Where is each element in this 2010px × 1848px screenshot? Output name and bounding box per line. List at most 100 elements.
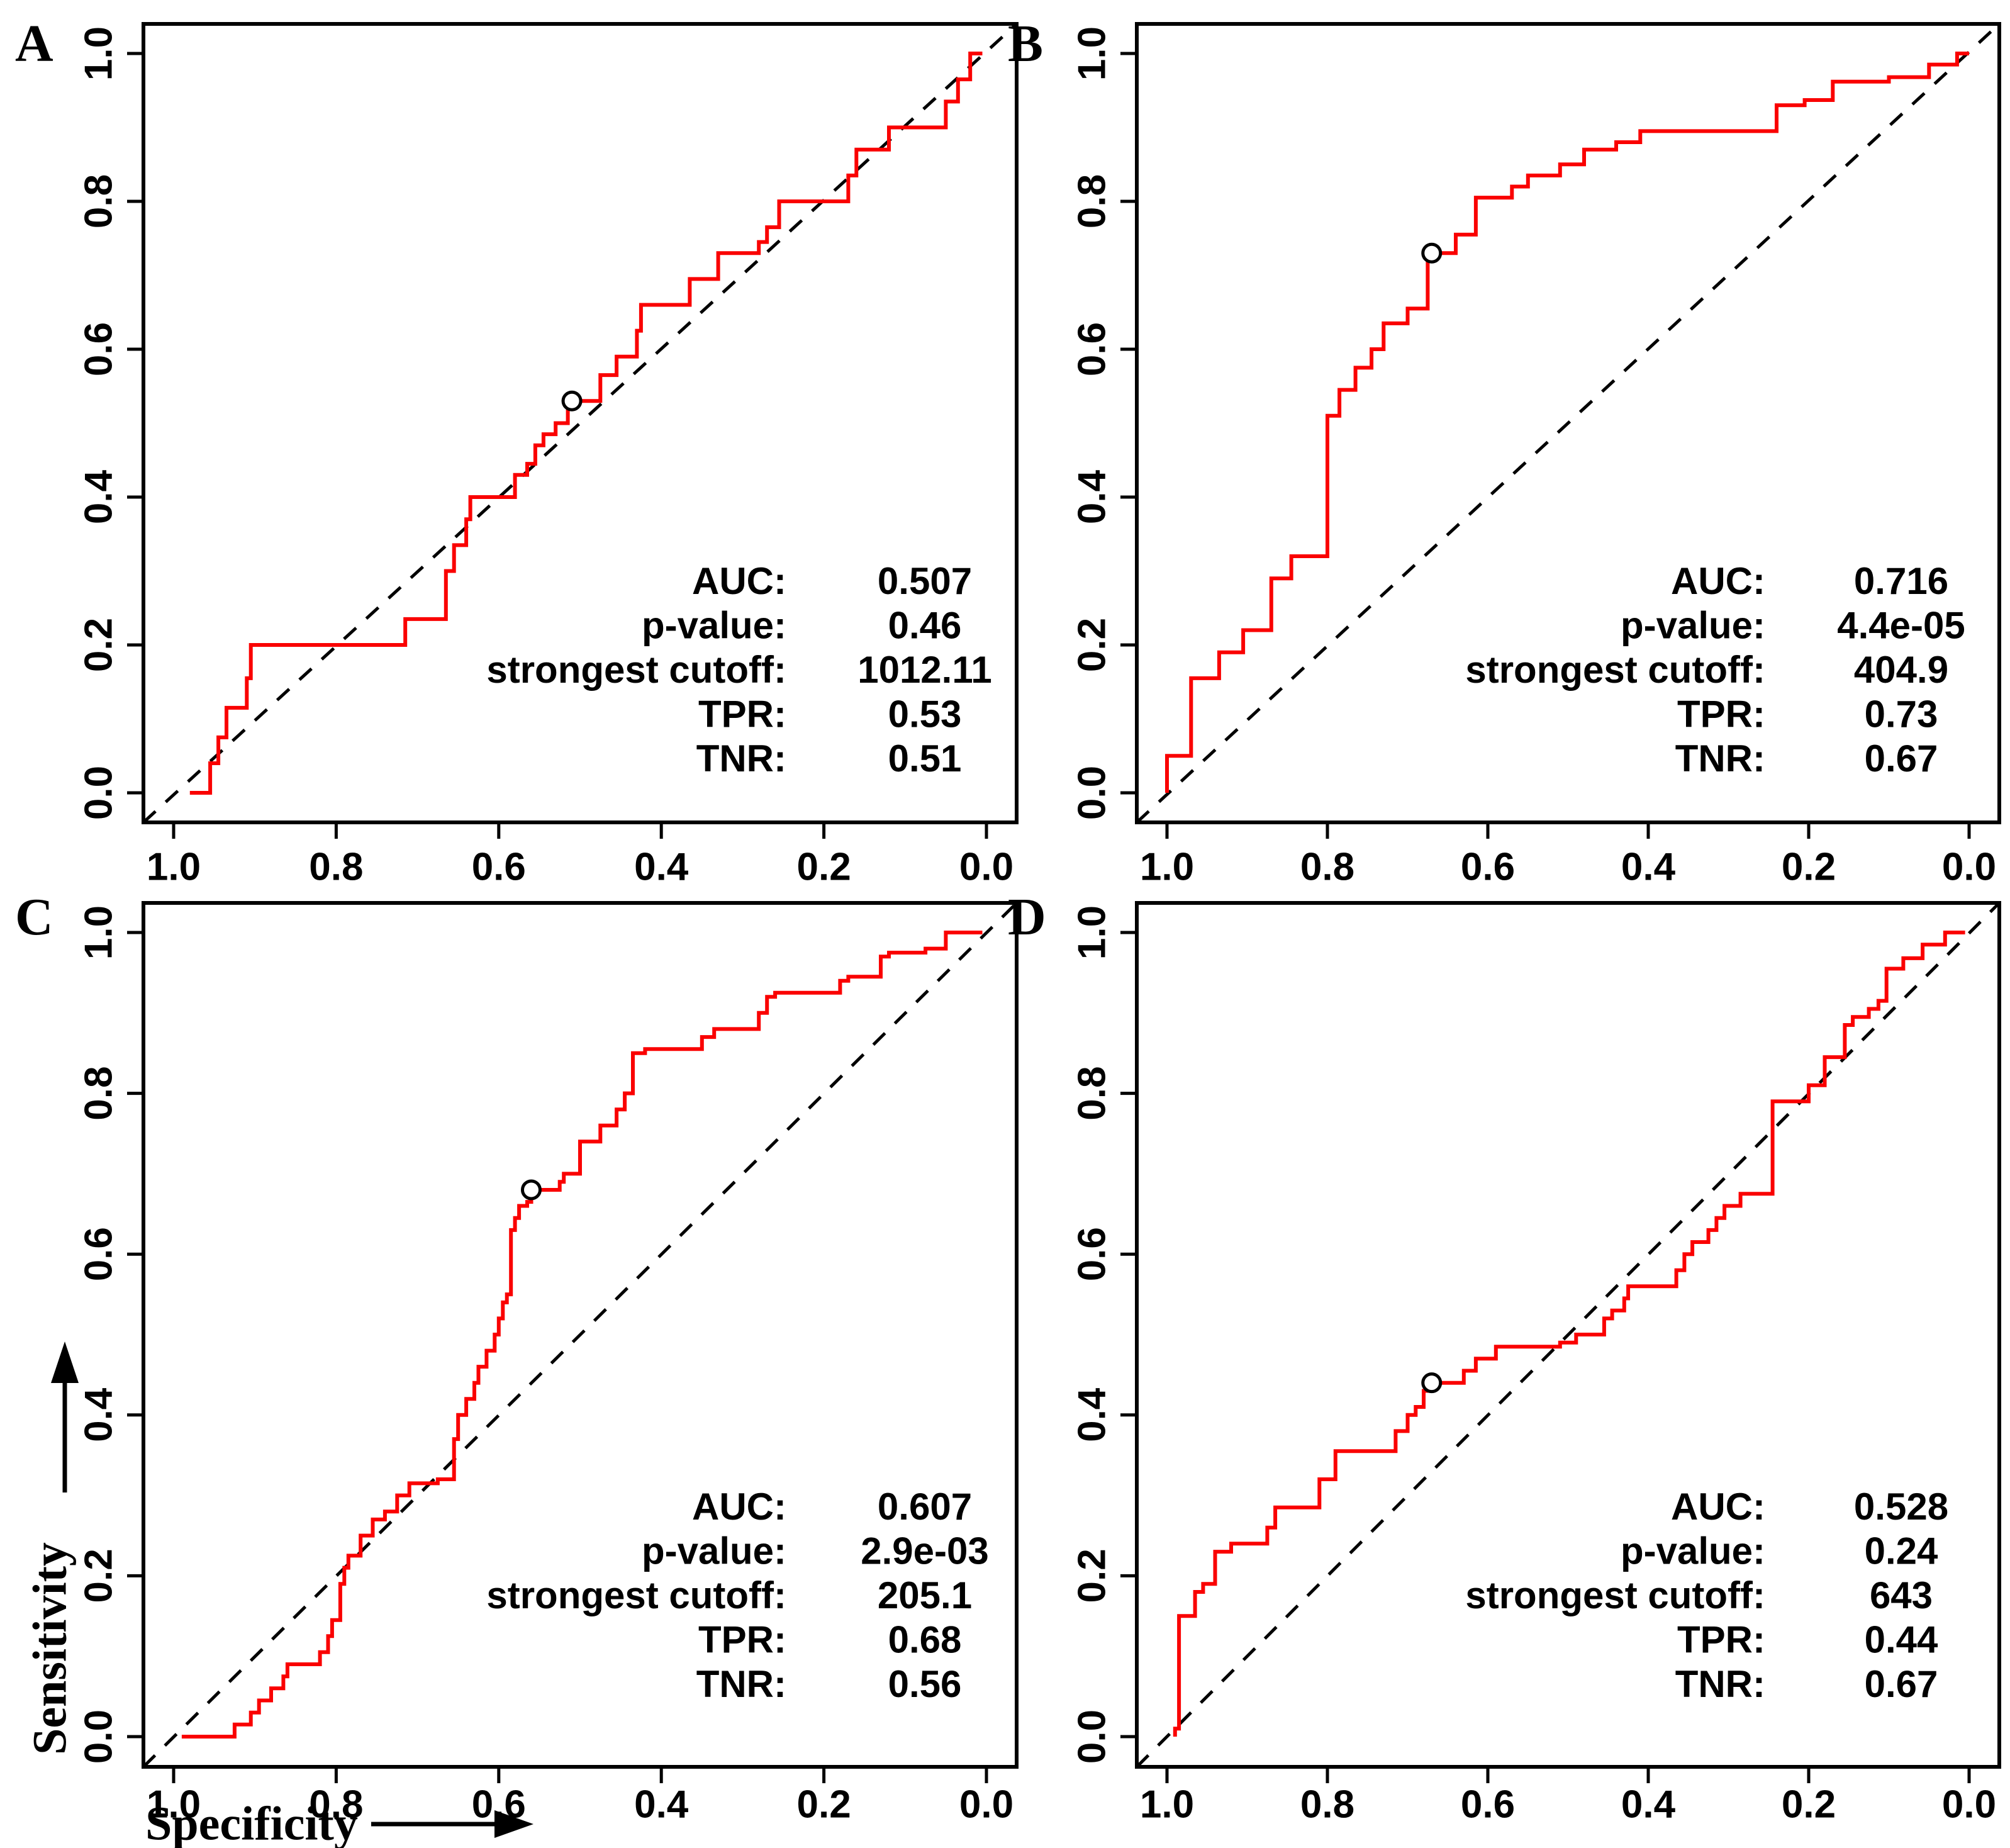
stat-label-C: TNR: bbox=[696, 1663, 786, 1705]
roc-curve-D bbox=[1173, 931, 1965, 1737]
panel-C: 1.0 0.8 0.6 0.4 0.2 0.00.00.20.40.60.81.0AUC:… bbox=[77, 901, 1019, 1827]
stat-label-B: AUC: bbox=[1671, 560, 1765, 602]
panel-B: 1.0 0.8 0.6 0.4 0.2 0.0 0.0 0.2 0.4 0.6 0.8 1.0 AUC:… bbox=[1071, 22, 2001, 889]
x-axis-label: Specificity bbox=[145, 1797, 358, 1848]
roc-curve-B bbox=[1165, 52, 1969, 793]
stat-value-C: 0.607 bbox=[878, 1486, 972, 1528]
y-tick-label: 0.6 bbox=[77, 1227, 121, 1281]
x-tick-label: 1.0 bbox=[147, 846, 201, 889]
x-tick-label: 0.2 bbox=[1782, 846, 1836, 889]
stat-label-C: p-value: bbox=[642, 1530, 786, 1572]
y-tick-label: 1.0 bbox=[77, 905, 121, 960]
x-tick-label: 0.2 bbox=[796, 1783, 851, 1827]
panel-letter-D: D bbox=[1008, 888, 1046, 946]
stat-value-D: 0.67 bbox=[1865, 1663, 1938, 1705]
y-tick-label: 0.2 bbox=[77, 1548, 121, 1603]
x-tick-label: 0.8 bbox=[309, 846, 363, 889]
stat-value-C: 0.56 bbox=[888, 1663, 962, 1705]
stat-label-A: AUC: bbox=[692, 560, 786, 602]
stat-value-C: 0.68 bbox=[888, 1619, 962, 1661]
stat-label-D: strongest cutoff: bbox=[1465, 1574, 1765, 1616]
cutoff-marker-D bbox=[1421, 1372, 1443, 1394]
x-tick-label: 0.6 bbox=[1461, 846, 1515, 889]
y-tick-label: 0.2 bbox=[77, 618, 121, 672]
x-tick-label: 0.0 bbox=[1942, 846, 1996, 889]
y-tick-label: 1.0 bbox=[1071, 905, 1114, 960]
plot-box-C bbox=[142, 901, 1019, 1769]
stat-label-A: p-value: bbox=[642, 605, 786, 647]
plot-box-A bbox=[142, 22, 1019, 824]
y-tick-label: 0.2 bbox=[1071, 618, 1114, 672]
panel-A: 1.0 0.8 0.6 0.4 0.2 0.0 0.0 0.2 0.4 0.6 0.8 1.0 AUC:… bbox=[77, 22, 1019, 889]
stat-label-B: p-value: bbox=[1621, 605, 1765, 647]
x-tick-label: 0.4 bbox=[634, 1783, 689, 1827]
stat-value-A: 0.46 bbox=[888, 605, 962, 647]
stat-label-B: TPR: bbox=[1677, 693, 1765, 736]
y-tick-label: 0.0 bbox=[1071, 1710, 1114, 1764]
y-tick-label: 0.4 bbox=[77, 469, 121, 524]
y-tick-label: 0.8 bbox=[1071, 174, 1114, 228]
stat-label-A: strongest cutoff: bbox=[486, 649, 786, 691]
stat-label-D: p-value: bbox=[1621, 1530, 1765, 1572]
cutoff-marker-B bbox=[1421, 242, 1443, 264]
x-tick-label: 0.0 bbox=[1942, 1783, 1996, 1827]
y-tick-label: 0.8 bbox=[77, 1066, 121, 1120]
y-tick-label: 1.0 bbox=[1071, 26, 1114, 81]
y-tick-label: 0.0 bbox=[1071, 766, 1114, 820]
x-tick-label: 0.2 bbox=[1782, 1783, 1836, 1827]
y-tick-label: 0.8 bbox=[77, 174, 121, 228]
y-tick-label: 0.0 bbox=[77, 766, 121, 820]
stat-value-A: 0.507 bbox=[878, 560, 972, 602]
stat-value-B: 4.4e-05 bbox=[1837, 605, 1965, 647]
x-tick-label: 1.0 bbox=[1140, 1783, 1194, 1827]
x-tick-label: 0.0 bbox=[959, 1783, 1013, 1827]
x-tick-label: 1.0 bbox=[1140, 846, 1194, 889]
x-tick-label: 0.2 bbox=[796, 846, 851, 889]
stat-value-A: 0.53 bbox=[888, 693, 962, 736]
stat-value-C: 2.9e-03 bbox=[861, 1530, 989, 1572]
y-tick-label: 0.4 bbox=[1071, 1387, 1114, 1442]
sensitivity-arrow-head-icon bbox=[51, 1341, 79, 1383]
plot-box-B bbox=[1135, 22, 2001, 824]
stat-label-D: TNR: bbox=[1675, 1663, 1765, 1705]
roc-curve-A bbox=[189, 52, 983, 795]
x-tick-label: 0.4 bbox=[634, 846, 689, 889]
stat-value-B: 404.9 bbox=[1854, 649, 1948, 691]
x-tick-label: 0.6 bbox=[472, 846, 526, 889]
x-tick-label: 0.4 bbox=[1621, 1783, 1676, 1827]
panel-letter-B: B bbox=[1008, 14, 1044, 73]
stat-value-B: 0.716 bbox=[1854, 560, 1948, 602]
stat-label-A: TPR: bbox=[698, 693, 786, 736]
cutoff-marker-C bbox=[520, 1179, 542, 1201]
diagonal-reference-B bbox=[1136, 23, 2001, 824]
y-tick-label: 0.2 bbox=[1071, 1548, 1114, 1603]
stat-value-C: 205.1 bbox=[878, 1574, 972, 1616]
y-tick-label: 0.4 bbox=[1071, 469, 1114, 524]
y-tick-label: 0.6 bbox=[77, 322, 121, 376]
roc-curve-C bbox=[181, 931, 983, 1739]
stat-label-D: AUC: bbox=[1671, 1486, 1765, 1528]
diagonal-reference-C bbox=[142, 902, 1018, 1768]
cutoff-marker-A bbox=[561, 390, 583, 412]
stat-value-A: 0.51 bbox=[888, 737, 962, 780]
y-tick-label: 0.4 bbox=[77, 1387, 121, 1442]
x-tick-label: 0.0 bbox=[959, 846, 1013, 889]
y-tick-label: 0.0 bbox=[77, 1710, 121, 1764]
y-axis-label: Sensitivity bbox=[23, 1542, 77, 1755]
stat-value-B: 0.67 bbox=[1865, 737, 1938, 780]
stat-value-D: 643 bbox=[1870, 1574, 1933, 1616]
y-tick-label: 0.6 bbox=[1071, 322, 1114, 376]
diagonal-reference-A bbox=[142, 23, 1018, 824]
stat-label-C: TPR: bbox=[698, 1619, 786, 1661]
stat-value-B: 0.73 bbox=[1865, 693, 1938, 736]
x-tick-label: 0.8 bbox=[1300, 1783, 1354, 1827]
stat-label-C: strongest cutoff: bbox=[486, 1574, 786, 1616]
plot-box-D bbox=[1135, 901, 2001, 1769]
stat-value-D: 0.44 bbox=[1865, 1619, 1938, 1661]
x-tick-label: 0.6 bbox=[1461, 1783, 1515, 1827]
x-tick-label: 1.0 bbox=[147, 1783, 201, 1827]
stat-label-B: TNR: bbox=[1675, 737, 1765, 780]
stat-value-D: 0.24 bbox=[1865, 1530, 1938, 1572]
